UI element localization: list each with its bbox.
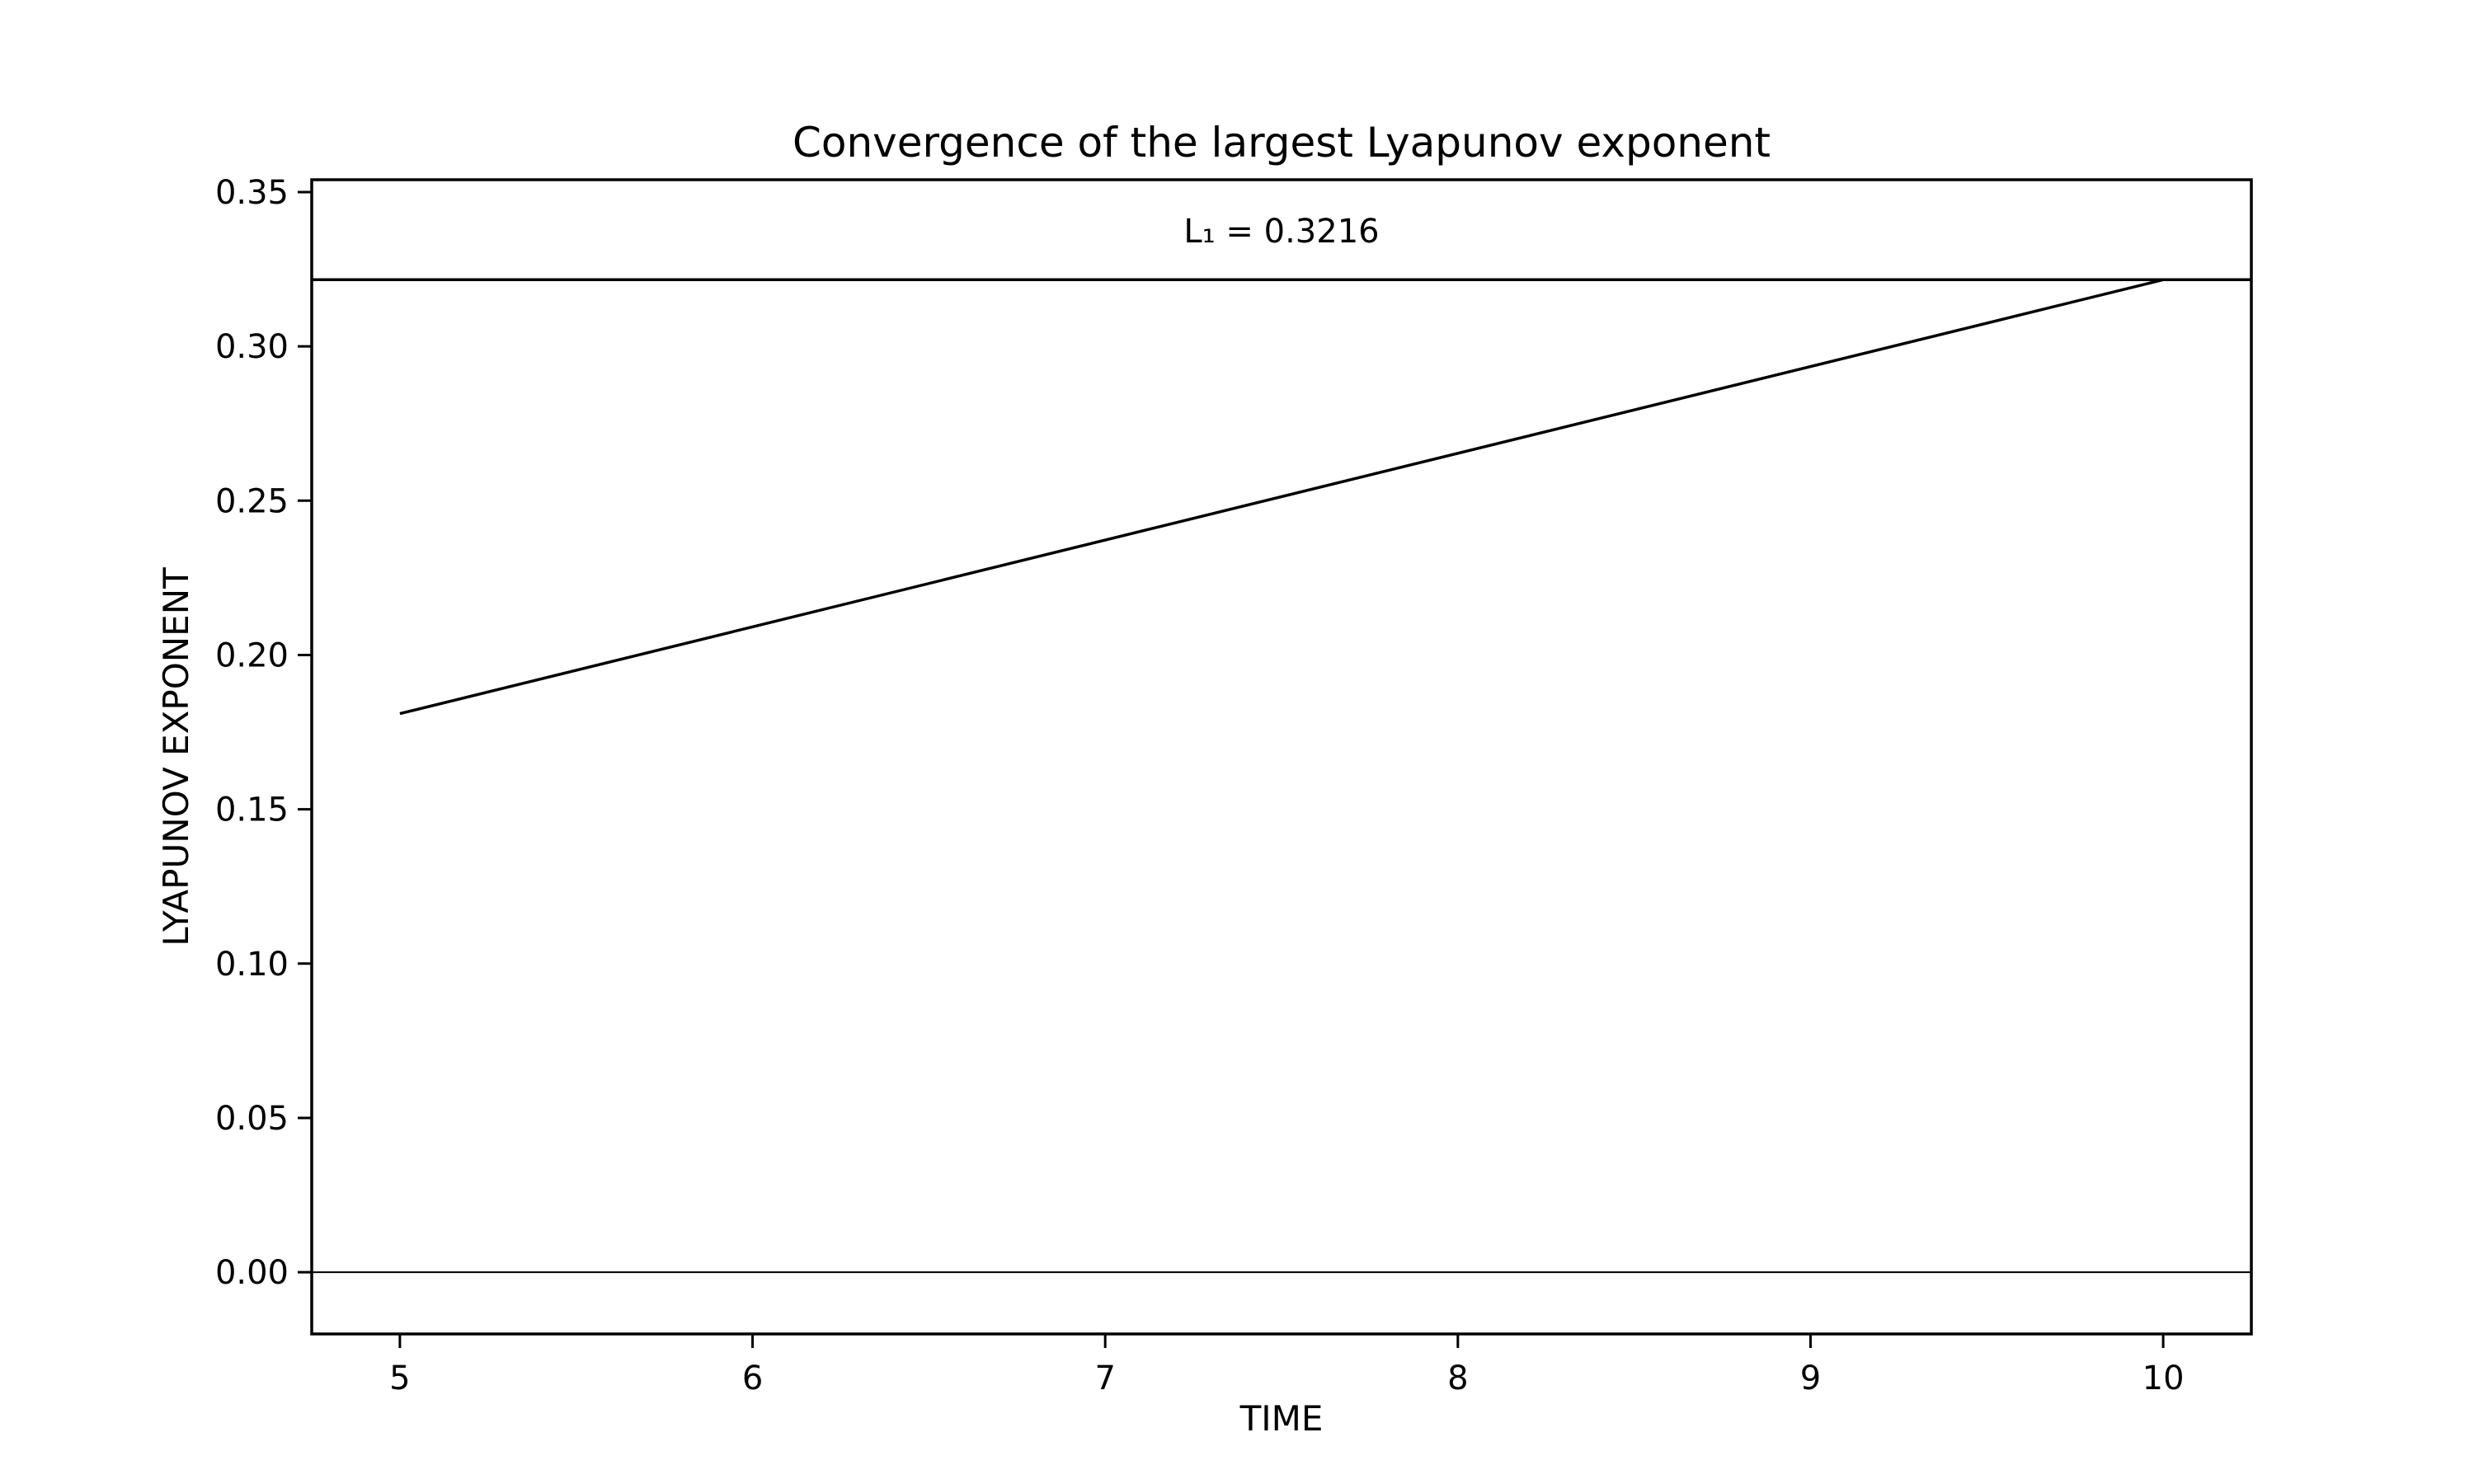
series-layer	[399, 278, 2164, 716]
reference-lines-layer	[312, 278, 2251, 1274]
x-tick-label: 7	[1094, 1360, 1115, 1397]
y-tick-label: 0.35	[215, 174, 289, 212]
y-tick-label: 0.10	[215, 946, 289, 984]
x-tick-label: 9	[1800, 1360, 1821, 1397]
y-tick-label: 0.30	[215, 328, 289, 366]
plot-area-frame	[310, 178, 2253, 1336]
y-tick-label: 0.00	[215, 1254, 289, 1292]
y-axis-ticks: 0.00 0.05 0.10 0.15 0.20 0.25 0.30 0.35	[215, 174, 312, 1292]
x-tick-label: 8	[1447, 1360, 1468, 1397]
y-tick-label: 0.15	[215, 791, 289, 829]
x-tick-label: 5	[389, 1360, 410, 1397]
series-line	[399, 278, 2164, 716]
y-tick-label: 0.05	[215, 1100, 289, 1138]
converged-value-annotation: L₁ = 0.3216	[1183, 213, 1379, 251]
y-axis-label: LYAPUNOV EXPONENT	[156, 567, 196, 946]
x-axis-label: TIME	[1239, 1398, 1324, 1439]
annotations-layer: L₁ = 0.3216	[1183, 213, 1379, 251]
x-axis-ticks: 5 6 7 8 9 10	[389, 1334, 2185, 1397]
x-tick-label: 6	[742, 1360, 763, 1397]
y-tick-label: 0.25	[215, 482, 289, 520]
x-tick-label: 10	[2142, 1360, 2185, 1397]
y-tick-label: 0.20	[215, 636, 289, 674]
chart-title: Convergence of the largest Lyapunov expo…	[793, 119, 1771, 167]
